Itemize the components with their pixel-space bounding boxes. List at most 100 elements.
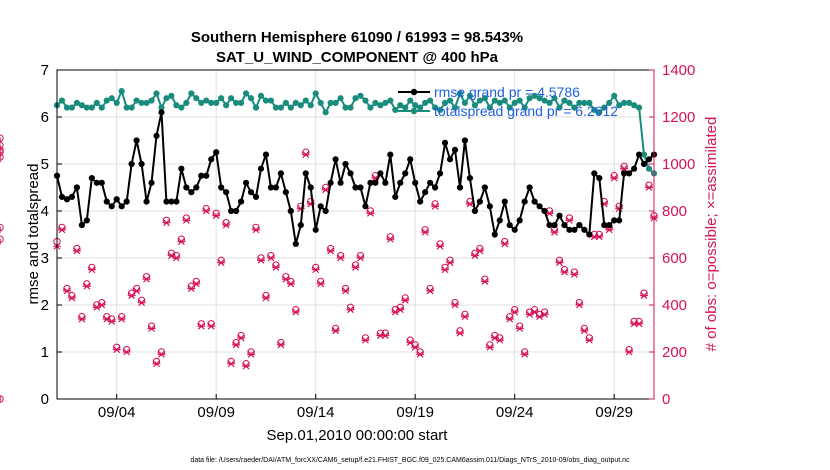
obs-assimilated-point <box>82 282 91 290</box>
rmse-point <box>581 226 588 233</box>
rmse-point <box>252 193 260 200</box>
totalspread-point <box>68 104 76 111</box>
obs-possible-point <box>247 348 255 356</box>
totalspread-point <box>516 97 523 104</box>
obs-assimilated-point <box>580 327 589 335</box>
obs-assimilated-point <box>237 334 246 342</box>
obs-assimilated-point <box>605 226 614 234</box>
totalspread-point <box>501 97 508 104</box>
rmse-point <box>188 189 195 196</box>
totalspread-point <box>635 104 643 111</box>
rmse-point <box>357 184 364 191</box>
totalspread-point <box>561 97 568 104</box>
rmse-point <box>531 198 538 205</box>
rmse-point <box>422 189 429 196</box>
rmse-point <box>277 170 284 177</box>
totalspread-point <box>178 104 185 111</box>
totalspread-point <box>536 95 543 102</box>
rmse-point <box>571 226 578 233</box>
rmse-point <box>397 179 404 186</box>
obs-assimilated-point <box>77 315 86 323</box>
totalspread-point <box>526 95 533 102</box>
obs-possible-point <box>0 148 4 156</box>
obs-assimilated-point <box>351 263 360 271</box>
obs-assimilated-point <box>147 325 156 332</box>
rmse-point <box>631 165 638 172</box>
totalspread-point <box>317 99 324 107</box>
obs-possible-point <box>436 240 444 248</box>
obs-possible-point <box>316 277 325 286</box>
obs-possible-point <box>262 291 270 300</box>
obs-assimilated-point <box>366 209 375 217</box>
rmse-point <box>322 207 329 215</box>
totalspread-point <box>168 92 175 99</box>
obs-possible-point <box>292 306 300 314</box>
rmse-point <box>466 175 474 182</box>
obs-assimilated-point <box>416 350 425 358</box>
obs-possible-point <box>620 162 628 171</box>
rmse-point <box>228 207 235 215</box>
rmse-point <box>173 198 180 205</box>
rmse-point <box>546 222 553 229</box>
obs-assimilated-point <box>276 341 285 349</box>
rmse-point <box>586 231 593 238</box>
rmse-point <box>561 222 568 229</box>
legend-label: rmse grand pr = 4.5786 <box>434 84 580 100</box>
totalspread-point <box>267 97 275 104</box>
obs-assimilated-point <box>316 280 325 288</box>
totalspread-point <box>73 99 81 107</box>
obs-assimilated-point <box>346 306 355 314</box>
obs-possible-point <box>297 202 305 211</box>
rmse-point <box>143 198 150 205</box>
rmse-point <box>377 170 384 177</box>
totalspread-point <box>103 97 110 104</box>
totalspread-point <box>456 90 464 97</box>
rmse-point <box>621 170 628 177</box>
rmse-point <box>163 198 170 205</box>
obs-possible-point <box>157 348 166 356</box>
x-axis-ticks: 09/04 09/09 09/14 09/19 09/24 09/29 <box>98 394 633 421</box>
y-axis-left-label: rmse and totalspread <box>25 164 42 305</box>
rmse-point <box>412 179 419 186</box>
chart-title: Southern Hemisphere 61090 / 61993 = 98.5… <box>191 29 523 46</box>
totalspread-point <box>357 92 364 99</box>
obs-possible-point <box>511 306 519 314</box>
obs-assimilated-point <box>635 320 644 328</box>
obs-possible-point <box>640 289 648 297</box>
totalspread-point <box>486 104 493 111</box>
totalspread-point <box>432 104 439 111</box>
rmse-point <box>103 198 110 205</box>
rmse-point <box>257 165 265 172</box>
obs-possible-point <box>625 345 633 354</box>
totalspread-point <box>491 97 498 104</box>
obs-possible-point <box>122 345 131 354</box>
obs-possible-point <box>0 153 4 161</box>
obs-possible-point <box>257 254 265 262</box>
y-left-tick-label: 5 <box>41 156 49 173</box>
obs-assimilated-point <box>112 346 121 354</box>
rmse-point <box>541 207 548 215</box>
totalspread-point <box>297 102 304 109</box>
obs-assimilated-point <box>645 184 654 191</box>
rmse-point <box>128 160 135 168</box>
obs-possible-point <box>132 284 141 293</box>
obs-possible-point <box>560 266 569 274</box>
rmse-point <box>362 203 369 210</box>
rmse-point <box>297 222 304 229</box>
totalspread-point <box>312 90 319 97</box>
rmse-point <box>317 203 324 210</box>
totalspread-point <box>153 90 160 97</box>
obs-assimilated-point <box>142 275 151 283</box>
totalspread-point <box>601 104 608 111</box>
obs-possible-point <box>222 219 230 227</box>
obs-possible-point <box>356 251 365 260</box>
rmse-point <box>83 217 90 224</box>
rmse-point <box>88 175 95 182</box>
totalspread-point <box>188 90 195 97</box>
totalspread-point <box>337 95 344 102</box>
plot-area-frame <box>56 69 655 400</box>
obs-assimilated-point <box>341 287 350 295</box>
obs-possible-point <box>346 303 355 312</box>
totalspread-point <box>218 95 225 102</box>
rmse-point <box>213 149 220 156</box>
